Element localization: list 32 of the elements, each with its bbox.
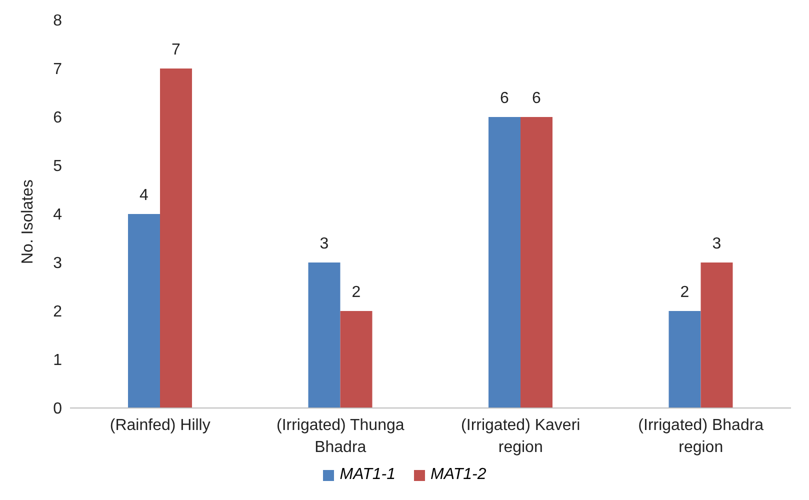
data-label: 3 [712,236,722,252]
x-tick-label: (Irrigated) Thunga Bhadra [276,417,404,456]
bar [160,68,192,408]
data-label: 3 [320,236,329,252]
bar [128,214,160,408]
y-tick-label: 5 [53,158,62,176]
data-label: 2 [352,284,361,301]
x-tick-label: (Rainfed) Hilly [110,417,210,434]
data-label: 6 [500,90,510,107]
bar [520,117,552,408]
bar [340,311,372,408]
data-label: 4 [140,187,149,204]
bar [668,311,701,408]
legend-label: MAT1-1 [338,466,396,484]
y-tick-label: 7 [53,61,62,78]
y-tick-label: 4 [53,206,62,224]
legend-label: MAT1-2 [430,466,486,484]
y-axis-title: No. Isolates [20,180,37,264]
x-tick-label: (Irrigated) Kaveri region [461,417,580,456]
data-label: 7 [172,42,181,58]
y-tick-label: 2 [53,304,62,321]
y-tick-label: 6 [53,110,62,127]
y-tick-label: 8 [53,12,62,30]
y-tick-label: 0 [53,400,62,418]
bar [308,262,340,408]
data-label: 6 [532,90,542,107]
data-label: 2 [680,284,690,301]
y-tick-label: 3 [53,255,62,272]
bar [488,117,520,408]
x-tick-label: (Irrigated) Bhadra region [638,417,764,456]
bar [700,262,733,408]
y-tick-label: 1 [53,352,62,370]
